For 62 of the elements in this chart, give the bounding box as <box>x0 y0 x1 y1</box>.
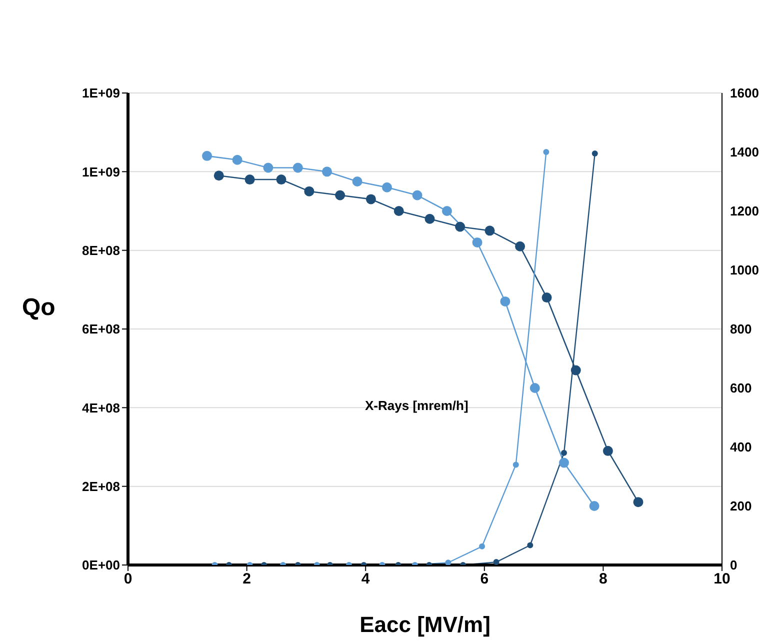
point <box>602 446 613 456</box>
point <box>455 222 466 232</box>
point <box>232 154 242 165</box>
point <box>515 241 526 252</box>
y-axis-title: Qo <box>22 294 56 322</box>
point <box>589 501 600 511</box>
point <box>442 206 452 216</box>
y-tick-label: 8E+08 <box>82 242 120 258</box>
y-tick-label: 2E+08 <box>82 478 120 494</box>
x-tick-label: 2 <box>242 570 251 588</box>
x-axis-title: Eacc [MV/m] <box>358 612 492 638</box>
point <box>366 194 376 204</box>
point <box>479 543 486 550</box>
y-tick-label: 6E+08 <box>82 322 120 337</box>
point <box>412 190 422 200</box>
y2-tick-label: 0 <box>730 558 738 573</box>
y2-tick-label: 1600 <box>730 86 759 101</box>
point <box>527 542 534 548</box>
y2-tick-label: 200 <box>730 498 752 514</box>
point <box>542 292 552 303</box>
y2-tick-label: 600 <box>730 380 752 396</box>
point <box>543 149 550 155</box>
point <box>394 206 404 216</box>
point <box>445 560 452 565</box>
point <box>322 166 332 177</box>
y2-tick-label: 400 <box>730 440 752 455</box>
point <box>352 176 362 186</box>
point <box>335 190 346 200</box>
x-tick-label: 6 <box>480 570 489 588</box>
point <box>560 450 567 456</box>
point <box>484 226 495 236</box>
x-tick-label: 10 <box>714 570 730 588</box>
y-tick-label: 4E+08 <box>82 400 120 416</box>
point <box>633 497 644 508</box>
y2-tick-label: 1200 <box>730 204 759 219</box>
point <box>276 174 286 185</box>
y2-tick-label: 800 <box>730 322 752 337</box>
point <box>304 186 314 196</box>
point <box>558 458 569 468</box>
point <box>530 383 540 393</box>
point <box>570 365 581 376</box>
point <box>500 296 510 306</box>
y2-tick-label: 1000 <box>730 262 759 278</box>
point <box>382 182 392 192</box>
x-tick-label: 0 <box>124 570 132 588</box>
point <box>493 559 500 565</box>
point <box>214 170 224 181</box>
point <box>592 150 598 156</box>
y-tick-label: 1E+09 <box>82 86 120 101</box>
x-tick-label: 4 <box>361 570 370 588</box>
point <box>292 162 303 173</box>
x-tick-label: 8 <box>599 570 608 588</box>
point <box>202 150 212 161</box>
point <box>424 214 435 224</box>
point <box>244 174 255 185</box>
point <box>263 162 274 173</box>
y-tick-label: 1E+09 <box>82 164 120 180</box>
point <box>472 237 482 248</box>
y2-tick-label: 1400 <box>730 144 759 160</box>
y-tick-label: 0E+00 <box>82 558 120 573</box>
point <box>512 462 519 468</box>
annotation: X-Rays [mrem/h] <box>365 398 468 413</box>
